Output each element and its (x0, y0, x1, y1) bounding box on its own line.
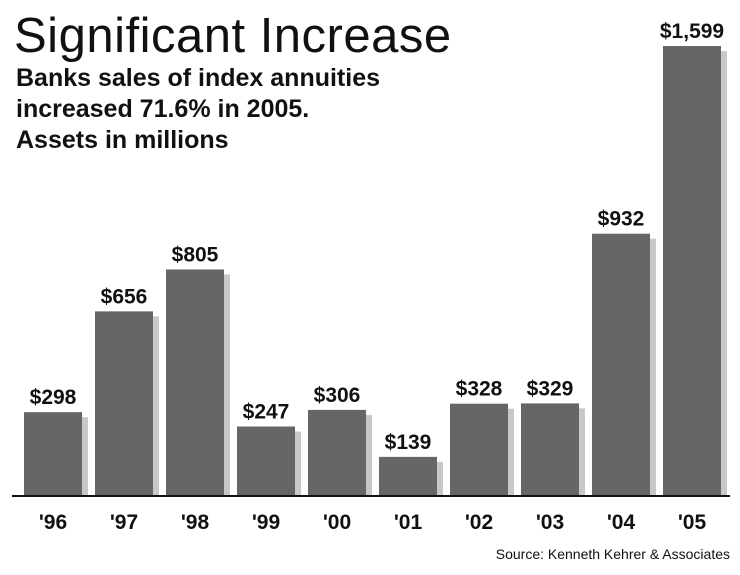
bar-8 (592, 233, 650, 497)
bar-4 (308, 409, 366, 496)
bar-0 (24, 412, 82, 496)
x-tick-label: '99 (252, 511, 280, 534)
bar-value-label: $298 (30, 386, 77, 409)
chart-title: Significant Increase (14, 9, 452, 63)
bar-value-label: $932 (598, 208, 645, 231)
bar-1 (95, 311, 153, 496)
x-tick-label: '04 (607, 511, 636, 534)
bar-9 (663, 46, 721, 496)
bar-value-label: $656 (101, 285, 148, 308)
bar-value-label: $328 (456, 378, 503, 401)
x-tick-label: '02 (465, 511, 493, 534)
bar-value-label: $805 (172, 243, 219, 266)
chart-source: Source: Kenneth Kehrer & Associates (496, 546, 730, 562)
x-tick-label: '96 (39, 511, 67, 534)
chart-subtitle-line-1: Banks sales of index annuities (16, 64, 380, 92)
bars-group: $298 '96 $656 '97 $805 '98 $247 '99 $306 '00 $139 '… (24, 20, 727, 534)
bar-value-label: $139 (385, 431, 432, 454)
chart-subtitle-line-3: Assets in millions (16, 126, 229, 154)
bar-value-label: $329 (527, 377, 574, 400)
x-tick-label: '97 (110, 511, 138, 534)
x-tick-label: '98 (181, 511, 210, 534)
bar-5 (379, 456, 437, 496)
x-tick-label: '05 (678, 511, 707, 534)
bar-6 (450, 403, 508, 496)
bar-value-label: $1,599 (660, 20, 724, 43)
x-tick-label: '00 (323, 511, 351, 534)
bar-value-label: $306 (314, 384, 361, 407)
x-tick-label: '03 (536, 511, 564, 534)
chart-subtitle-line-2: increased 71.6% in 2005. (16, 95, 309, 123)
bar-2 (166, 269, 224, 496)
bar-value-label: $247 (243, 400, 290, 423)
x-tick-label: '01 (394, 511, 423, 534)
bar-7 (521, 403, 579, 496)
bar-3 (237, 426, 295, 496)
